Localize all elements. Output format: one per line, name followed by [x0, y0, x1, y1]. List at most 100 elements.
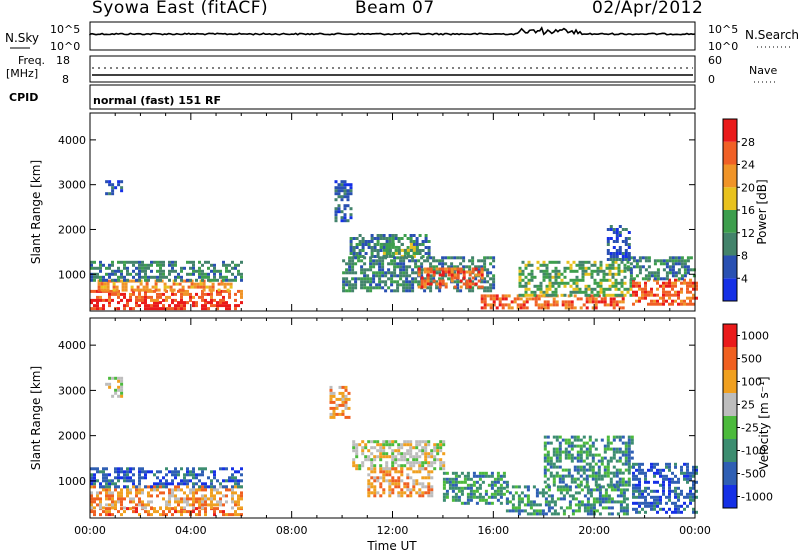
data-cell-3: [204, 275, 207, 279]
data-cell-6: [361, 243, 365, 246]
data-cell-7: [451, 495, 455, 499]
data-cell-5: [415, 440, 419, 444]
data-cell-6: [367, 491, 371, 495]
data-cell-10: [671, 471, 674, 475]
data-cell-1: [186, 500, 189, 504]
data-cell-0: [153, 307, 156, 311]
data-cell-8: [592, 500, 596, 504]
data-cell-11: [590, 263, 594, 267]
data-cell-8: [375, 274, 379, 278]
data-cell-4: [347, 397, 351, 401]
data-cell-9: [456, 267, 460, 271]
data-cell-8: [598, 500, 602, 504]
data-cell-6: [403, 482, 407, 486]
data-cell-2: [177, 482, 180, 486]
data-cell-3: [174, 263, 177, 267]
data-cell-8: [601, 494, 605, 498]
data-cell-1: [195, 500, 198, 504]
data-cell-1: [189, 503, 192, 507]
data-cell-2: [237, 485, 240, 489]
data-cell-14: [612, 240, 616, 243]
data-cell-1: [156, 292, 159, 296]
data-cell-8: [616, 488, 620, 492]
data-cell-10: [674, 504, 677, 508]
data-cell-5: [364, 455, 368, 459]
data-cell-9: [585, 483, 589, 487]
data-cell-3: [159, 272, 162, 276]
data-cell-8: [345, 277, 349, 281]
data-cell-6: [421, 467, 425, 471]
data-cell-6: [397, 494, 401, 498]
data-cell-2: [201, 482, 204, 486]
data-cell-12: [650, 287, 653, 291]
data-cell-11: [587, 293, 591, 297]
data-cell-9: [462, 276, 466, 280]
data-cell-1: [96, 491, 99, 495]
data-cell-9: [570, 474, 574, 478]
data-cell-0: [159, 307, 162, 311]
data-cell-8: [517, 494, 521, 498]
data-cell-9: [579, 465, 583, 469]
data-cell-9: [579, 483, 583, 487]
data-cell-6: [391, 237, 395, 240]
data-cell-5: [439, 467, 443, 471]
data-cell-2: [186, 470, 189, 474]
data-cell-2: [156, 482, 159, 486]
data-cell-9: [546, 450, 550, 454]
data-cell-2: [105, 467, 108, 471]
data-cell-8: [607, 494, 611, 498]
data-cell-8: [414, 277, 418, 281]
data-cell-2: [102, 473, 105, 477]
data-cell-8: [369, 268, 373, 272]
data-cell-12: [635, 284, 638, 288]
data-cell-1: [144, 298, 147, 302]
data-cell-11: [557, 281, 561, 285]
data-cell-8: [441, 259, 445, 263]
data-cell-2: [165, 473, 168, 477]
data-cell-1: [201, 295, 204, 299]
data-cell-2: [192, 470, 195, 474]
data-cell-8: [598, 512, 602, 516]
data-cell-7: [457, 498, 461, 502]
data-cell-10: [537, 303, 541, 307]
data-cell-9: [432, 279, 436, 283]
data-cell-8: [393, 274, 397, 278]
data-cell-1: [162, 497, 165, 501]
data-cell-10: [537, 294, 541, 298]
data-cell-2: [177, 473, 180, 477]
data-cell-9: [597, 459, 601, 463]
data-cell-8: [393, 259, 397, 263]
data-cell-3: [150, 260, 153, 264]
data-cell-6: [430, 494, 434, 498]
data-cell-10: [695, 480, 698, 484]
data-cell-10: [641, 495, 644, 499]
data-cell-1: [141, 488, 144, 492]
data-cell-8: [435, 259, 439, 263]
data-cell-8: [402, 280, 406, 284]
data-cell-9: [450, 273, 454, 277]
data-cell-0: [207, 307, 210, 311]
data-cell-9: [465, 282, 469, 286]
data-cell-5: [352, 449, 356, 453]
data-cell-0: [183, 304, 186, 308]
data-cell-6: [409, 494, 413, 498]
data-cell-8: [414, 262, 418, 266]
data-cell-10: [689, 477, 692, 481]
data-cell-10: [653, 498, 656, 502]
data-cell-11: [524, 287, 528, 291]
data-cell-8: [465, 265, 469, 269]
data-cell-3: [225, 266, 228, 270]
data-cell-9: [573, 480, 577, 484]
data-cell-1: [174, 298, 177, 302]
data-cell-6: [409, 237, 413, 240]
data-cell-10: [674, 507, 677, 511]
data-cell-9: [597, 471, 601, 475]
data-cell-1: [93, 298, 96, 302]
data-cell-8: [619, 506, 623, 510]
data-cell-1: [180, 295, 183, 299]
data-cell-3: [228, 263, 231, 267]
data-cell-6: [427, 482, 431, 486]
data-cell-0: [135, 301, 138, 305]
data-cell-10: [516, 303, 520, 307]
